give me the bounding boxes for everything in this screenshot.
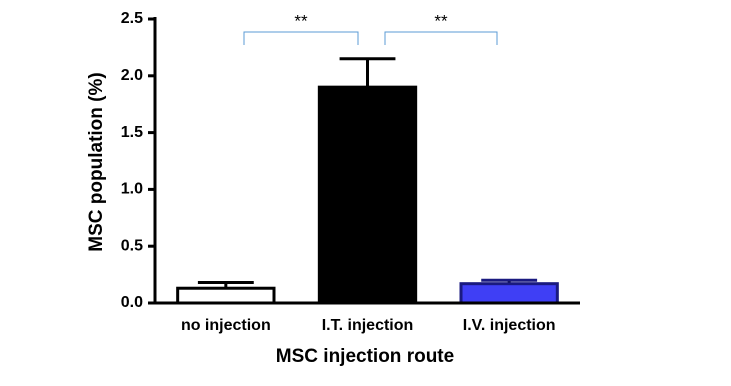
bar [459,282,559,305]
x-tick-label: I.T. injection [322,317,414,334]
y-tick-label: 1.5 [121,124,143,141]
y-tick-label: 0.5 [121,237,143,254]
x-tick-label: no injection [181,317,271,334]
x-tick-label: I.V. injection [463,317,556,334]
y-tick-label: 1.0 [121,181,143,198]
bar [317,85,418,305]
significance-bracket [384,31,498,45]
y-tick-label: 2.5 [121,10,143,27]
y-tick-label: 2.0 [121,67,143,84]
x-axis-label: MSC injection route [276,346,454,367]
bar [176,286,276,305]
significance-bracket [243,31,359,45]
annotation: ** [294,11,308,30]
y-tick-label: 0.0 [121,294,143,311]
annotation: ** [434,11,448,30]
y-axis-label: MSC population (%) [86,72,107,251]
